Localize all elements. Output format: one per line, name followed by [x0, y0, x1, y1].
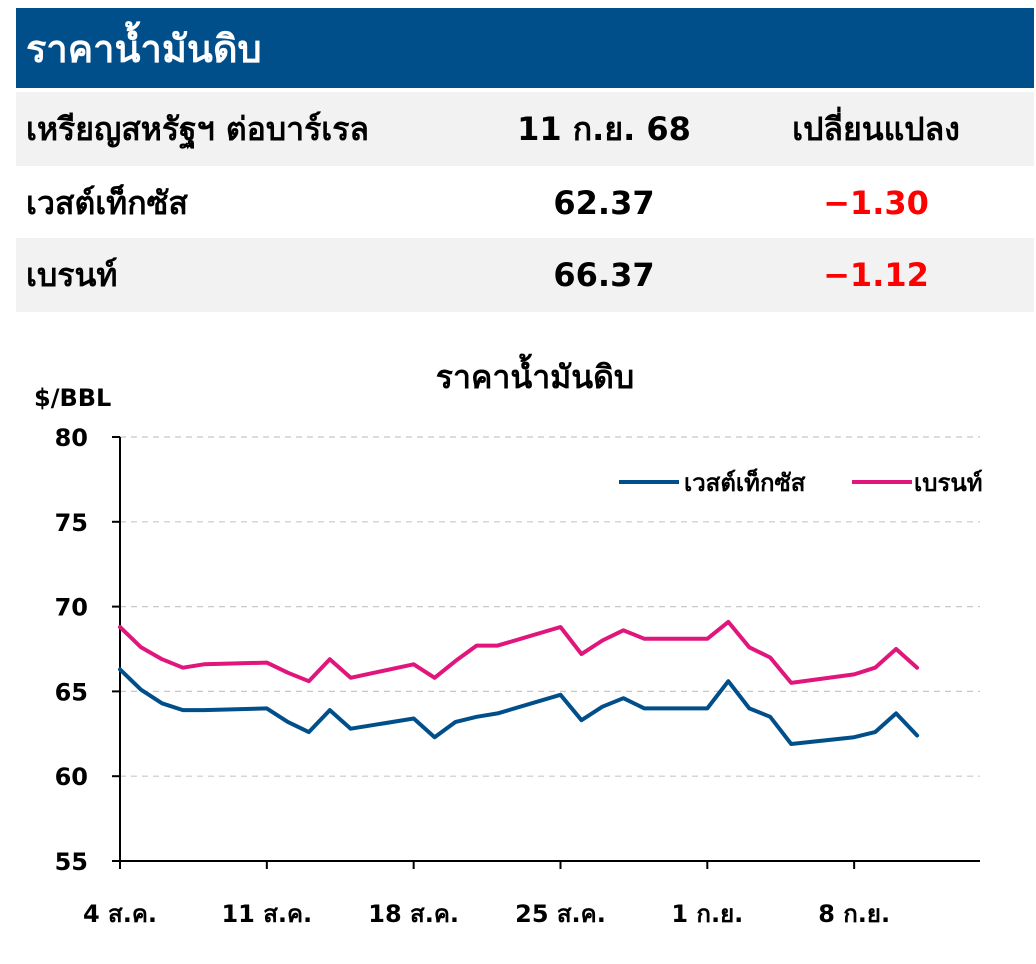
legend-label: เวสต์เท็กซัส — [684, 468, 806, 497]
x-tick-label: 11 ส.ค. — [221, 900, 312, 928]
series-line-wti — [118, 667, 920, 746]
axes — [112, 436, 980, 869]
y-tick-label: 60 — [55, 763, 88, 791]
y-tick-label: 75 — [55, 509, 88, 537]
row-price: 62.37 — [553, 184, 655, 222]
series-line-brent — [118, 619, 920, 685]
series-lines — [118, 619, 920, 746]
x-tick-label: 25 ส.ค. — [515, 900, 606, 928]
column-header-change: เปลี่ยนแปลง — [792, 109, 960, 148]
row-name: เวสต์เท็กซัส — [26, 183, 188, 222]
y-tick-label: 70 — [55, 594, 88, 622]
legend: เวสต์เท็กซัส เบรนท์ — [619, 468, 983, 497]
column-header-date: 11 ก.ย. 68 — [517, 109, 691, 148]
y-tick-label: 65 — [55, 678, 88, 706]
crude-oil-line-chart: ราคาน้ำมันดิบ $/BBL 55 60 65 70 75 80 4 ส.ค. 1… — [34, 353, 983, 928]
y-tick-label: 80 — [55, 424, 88, 452]
x-tick-label: 18 ส.ค. — [368, 900, 459, 928]
table-row-brent: เบรนท์ 66.37 −1.12 — [16, 238, 1034, 312]
y-tick-label: 55 — [55, 848, 88, 876]
table-header-row: เหรียญสหรัฐฯ ต่อบาร์เรล 11 ก.ย. 68 เปลี่… — [16, 92, 1034, 166]
y-tick-labels: 55 60 65 70 75 80 — [55, 424, 88, 876]
column-header-unit: เหรียญสหรัฐฯ ต่อบาร์เรล — [26, 109, 370, 148]
y-axis-label: $/BBL — [34, 384, 111, 412]
x-tick-label: 4 ส.ค. — [83, 900, 157, 928]
row-change: −1.12 — [823, 256, 929, 294]
chart-title: ราคาน้ำมันดิบ — [436, 353, 634, 396]
row-change: −1.30 — [823, 184, 929, 222]
row-name: เบรนท์ — [26, 255, 118, 294]
x-tick-label: 1 ก.ย. — [671, 900, 743, 928]
gridlines — [120, 436, 980, 777]
x-tick-labels: 4 ส.ค. 11 ส.ค. 18 ส.ค. 25 ส.ค. 1 ก.ย. 8 ก.ย. — [83, 900, 890, 928]
table-row-wti: เวสต์เท็กซัส 62.37 −1.30 — [16, 166, 1034, 240]
page-title: ราคาน้ำมันดิบ — [16, 8, 1034, 88]
row-price: 66.37 — [553, 256, 655, 294]
x-tick-label: 8 ก.ย. — [818, 900, 890, 928]
legend-label: เบรนท์ — [914, 469, 983, 497]
